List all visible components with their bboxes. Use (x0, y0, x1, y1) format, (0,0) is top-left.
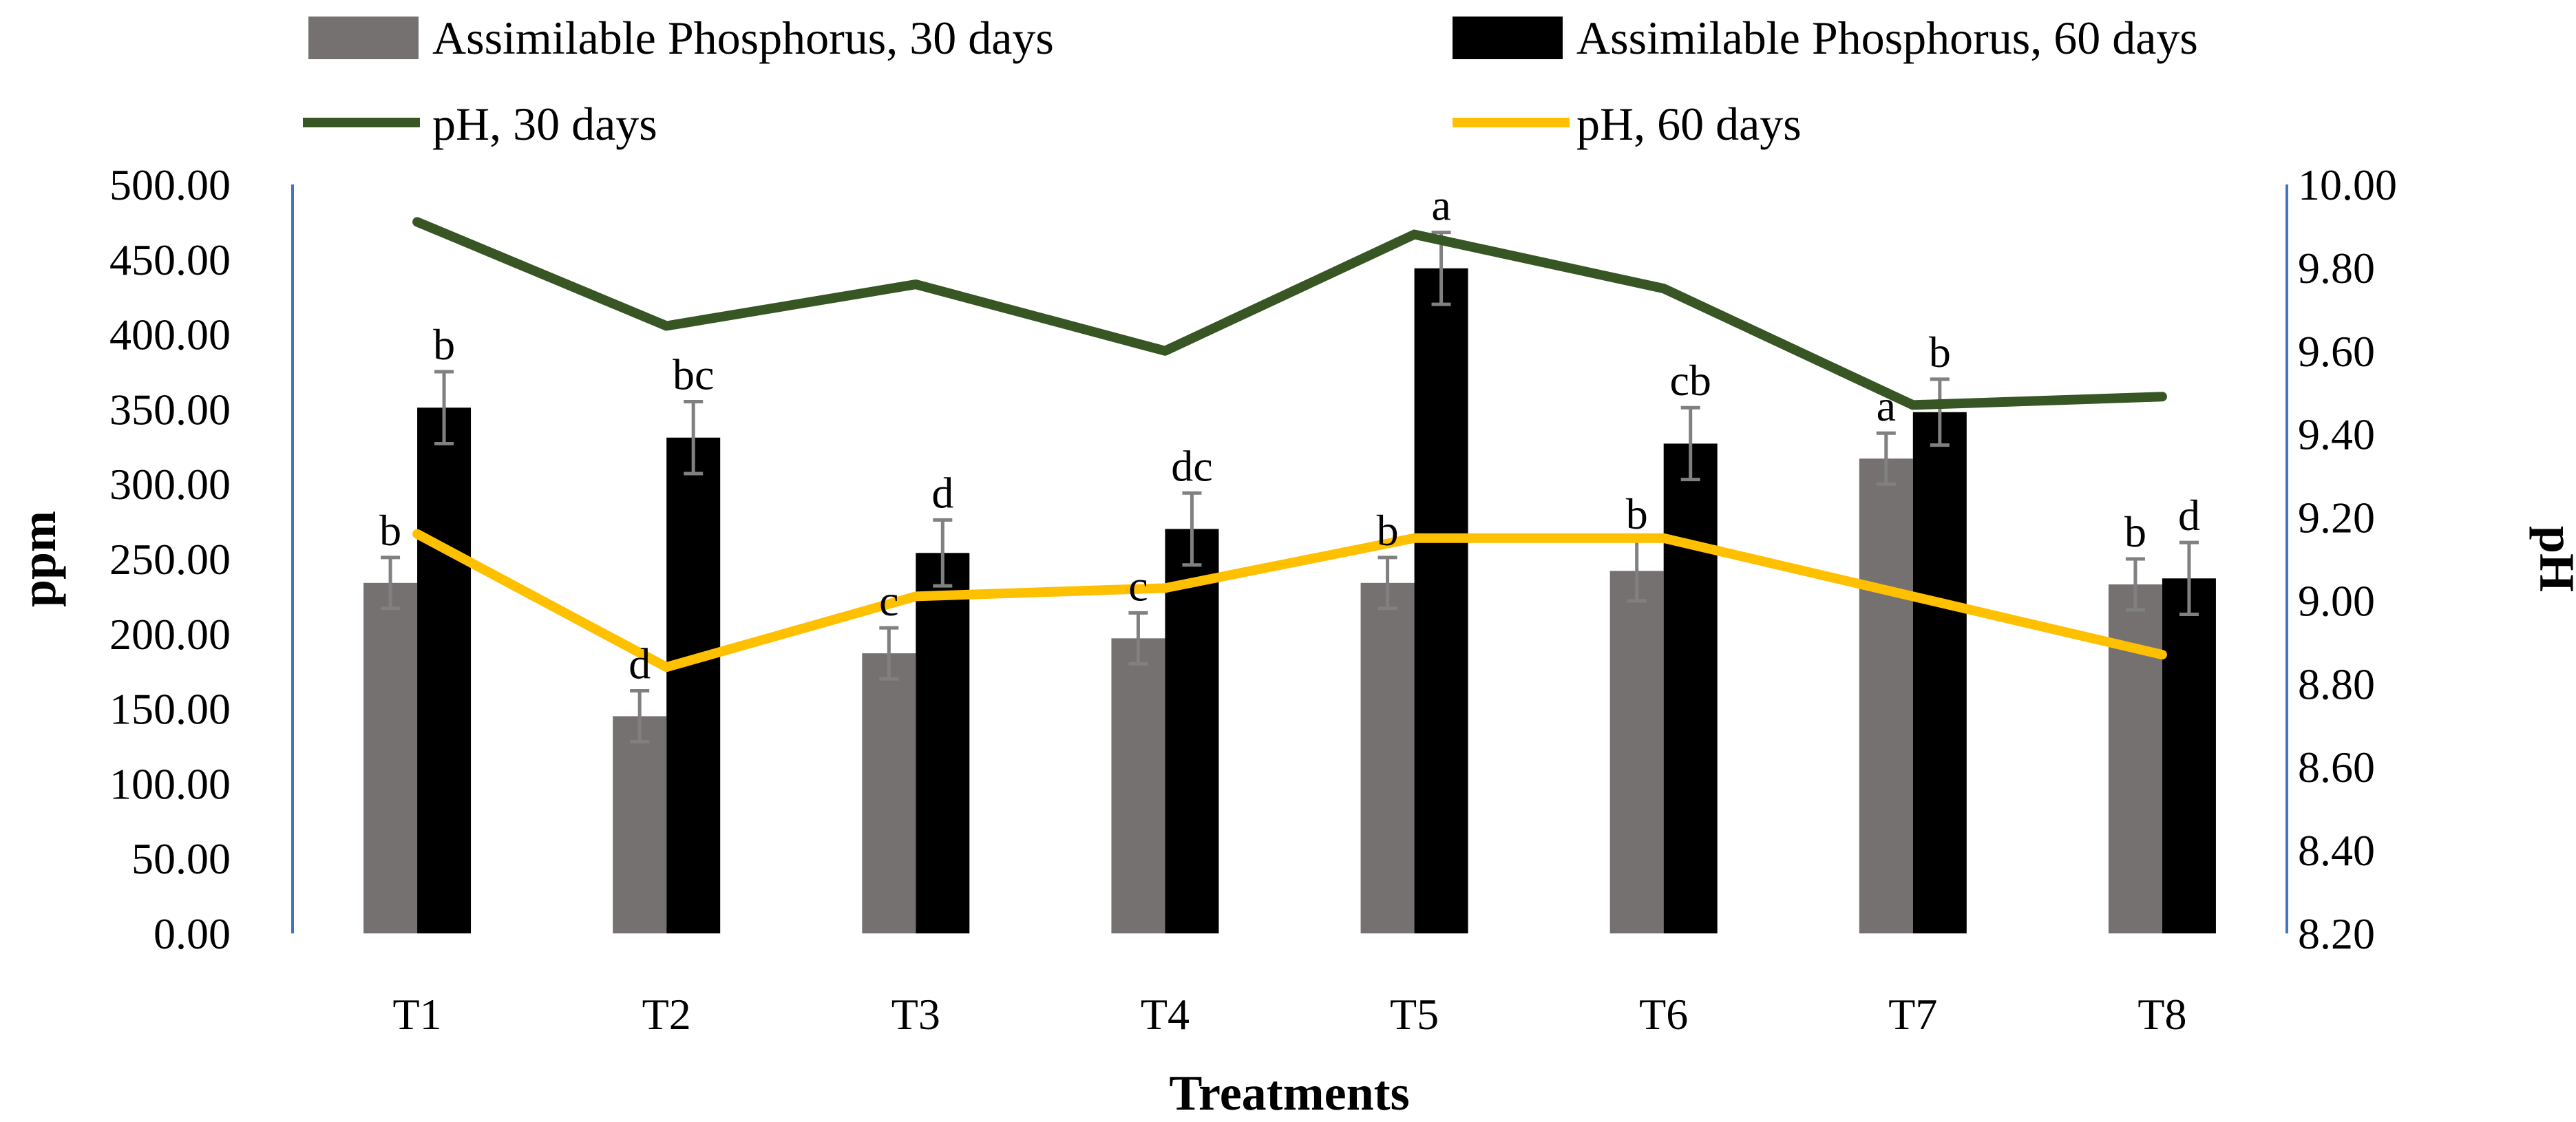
legend-swatch-p30 (308, 17, 419, 59)
bar-p60 (916, 553, 970, 933)
significance-label: dc (1171, 441, 1212, 490)
x-tick-label: T2 (642, 990, 691, 1039)
significance-label: b (2124, 507, 2146, 556)
left-tick-label: 400.00 (109, 310, 231, 359)
bar-p30 (613, 716, 667, 933)
significance-label: b (1377, 506, 1399, 555)
significance-label: c (1128, 561, 1148, 610)
bars (363, 268, 2216, 934)
right-tick-label: 9.60 (2298, 327, 2375, 376)
y-axis-title-left: ppm (11, 511, 66, 607)
right-tick-label: 8.60 (2298, 743, 2375, 792)
significance-label: a (1877, 381, 1896, 430)
left-tick-label: 300.00 (109, 460, 231, 509)
ph-30-days-line (412, 217, 2167, 410)
bar-p30 (1609, 571, 1664, 933)
right-tick-label: 8.20 (2298, 909, 2375, 958)
right-tick-label: 8.40 (2298, 826, 2375, 875)
significance-label: bc (673, 350, 714, 399)
significance-label: b (433, 320, 455, 369)
legend-label-p60: Assimilable Phosphorus, 60 days (1576, 12, 2198, 64)
x-tick-label: T7 (1888, 990, 1937, 1039)
right-tick-labels: 8.20 8.40 8.60 8.80 9.00 9.20 9.40 9.60 9.80 10.0… (2298, 160, 2397, 958)
ph-60-days-line (412, 529, 2167, 673)
right-tick-label: 10.00 (2298, 160, 2397, 209)
legend-label-ph60: pH, 60 days (1576, 98, 1802, 150)
significance-label: d (931, 468, 953, 517)
significance-label: a (1431, 181, 1450, 230)
legend-label-p30: Assimilable Phosphorus, 30 days (432, 12, 1054, 64)
significance-label: c (879, 576, 898, 625)
bar-p30 (862, 653, 916, 933)
significance-label: d (629, 639, 651, 688)
significance-label: b (1929, 328, 1951, 377)
left-tick-label: 50.00 (131, 834, 231, 883)
x-tick-label: T1 (393, 990, 442, 1039)
legend-label-ph30: pH, 30 days (432, 98, 657, 150)
left-tick-label: 500.00 (109, 160, 231, 209)
x-tick-label: T4 (1141, 990, 1190, 1039)
right-tick-label: 9.80 (2298, 244, 2375, 293)
y-axis-title-right: pH (2529, 526, 2576, 592)
x-axis-title: Treatments (1169, 1066, 1409, 1121)
significance-label: cb (1669, 356, 1711, 405)
bar-p60 (666, 437, 721, 933)
x-tick-label: T3 (891, 990, 940, 1039)
bar-p30 (1360, 582, 1415, 933)
significance-label: d (2178, 491, 2200, 540)
left-tick-label: 350.00 (109, 385, 231, 434)
x-tick-label: T8 (2137, 990, 2186, 1039)
legend-swatch-p60 (1453, 17, 1563, 59)
x-tick-labels: T1 T2 T3 T4 T5 T6 T7 T8 (393, 990, 2187, 1039)
right-tick-label: 8.80 (2298, 659, 2375, 708)
left-tick-label: 200.00 (109, 610, 231, 659)
bar-p30 (1859, 458, 1913, 933)
bar-p30 (2108, 584, 2162, 933)
right-tick-label: 9.40 (2298, 410, 2375, 459)
bar-p60 (1912, 412, 1967, 933)
left-tick-labels: 0.00 50.00 100.00 150.00 200.00 250.00 300.00 3… (109, 160, 231, 958)
significance-label: b (1626, 489, 1648, 538)
bar-p60 (2162, 578, 2216, 933)
right-tick-label: 9.20 (2298, 494, 2375, 542)
error-bars (381, 231, 2199, 743)
significance-label: b (379, 506, 401, 555)
bar-p60 (1663, 443, 1718, 933)
bar-p60 (417, 407, 472, 933)
left-tick-label: 150.00 (109, 685, 231, 734)
left-tick-label: 250.00 (109, 535, 231, 584)
left-tick-label: 100.00 (109, 759, 231, 808)
bar-p60 (1165, 529, 1219, 933)
left-tick-label: 450.00 (109, 235, 231, 284)
bar-p30 (1111, 638, 1165, 933)
legend: Assimilable Phosphorus, 30 days Assimila… (303, 12, 2198, 150)
ph-lines (412, 217, 2167, 673)
right-tick-label: 9.00 (2298, 576, 2375, 625)
left-tick-label: 0.00 (154, 909, 231, 958)
x-tick-label: T6 (1639, 990, 1688, 1039)
bar-p30 (363, 582, 418, 933)
x-tick-label: T5 (1390, 990, 1439, 1039)
bar-p60 (1414, 268, 1468, 934)
